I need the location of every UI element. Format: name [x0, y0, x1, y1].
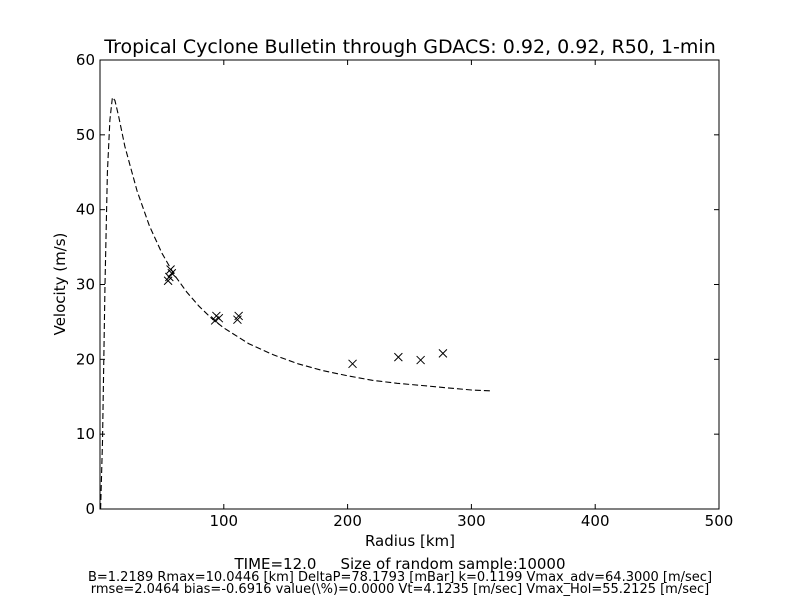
y-axis-label: Velocity (m/s) — [51, 233, 69, 336]
axes: 100 200 300 400 500 0 10 20 30 40 50 60 — [76, 51, 733, 530]
y-tick-label: 50 — [76, 126, 95, 144]
x-tick-label: 200 — [333, 512, 362, 530]
observation-point — [234, 311, 244, 321]
observation-point — [214, 313, 224, 323]
parameters-line-1: B=1.2189 Rmax=10.0446 [km] DeltaP=78.179… — [87, 570, 713, 585]
observation-point — [164, 272, 174, 282]
x-axis-label: Radius [km] — [365, 532, 455, 550]
y-tick-label: 30 — [76, 276, 95, 294]
sample-size: Size of random sample:10000 — [340, 555, 566, 573]
observation-point — [394, 352, 403, 362]
x-tick-label: 500 — [705, 512, 734, 530]
parameters-line-2: rmse=2.0464 bias=-0.6916 value(\%)=0.000… — [90, 582, 710, 597]
y-tick-label: 20 — [76, 350, 95, 368]
plot-series — [100, 96, 491, 510]
y-tick-label: 10 — [76, 425, 95, 443]
observation-point — [438, 348, 448, 358]
y-tick-label: 60 — [76, 51, 95, 69]
x-tick-label: 300 — [457, 512, 486, 530]
fitted-profile-line — [100, 96, 491, 510]
y-tick-label: 0 — [85, 500, 95, 518]
x-tick-label: 400 — [581, 512, 610, 530]
observation-point — [348, 359, 357, 369]
time-value: TIME=12.0 — [234, 555, 317, 573]
observation-point — [167, 268, 177, 278]
x-tick-label: 100 — [209, 512, 238, 530]
observation-point — [416, 355, 425, 365]
y-tick-label: 40 — [76, 201, 95, 219]
chart-title: Tropical Cyclone Bulletin through GDACS:… — [103, 36, 716, 58]
plot-frame — [99, 59, 720, 510]
time-sample-line: TIME=12.0 Size of random sample:10000 — [0, 555, 800, 573]
